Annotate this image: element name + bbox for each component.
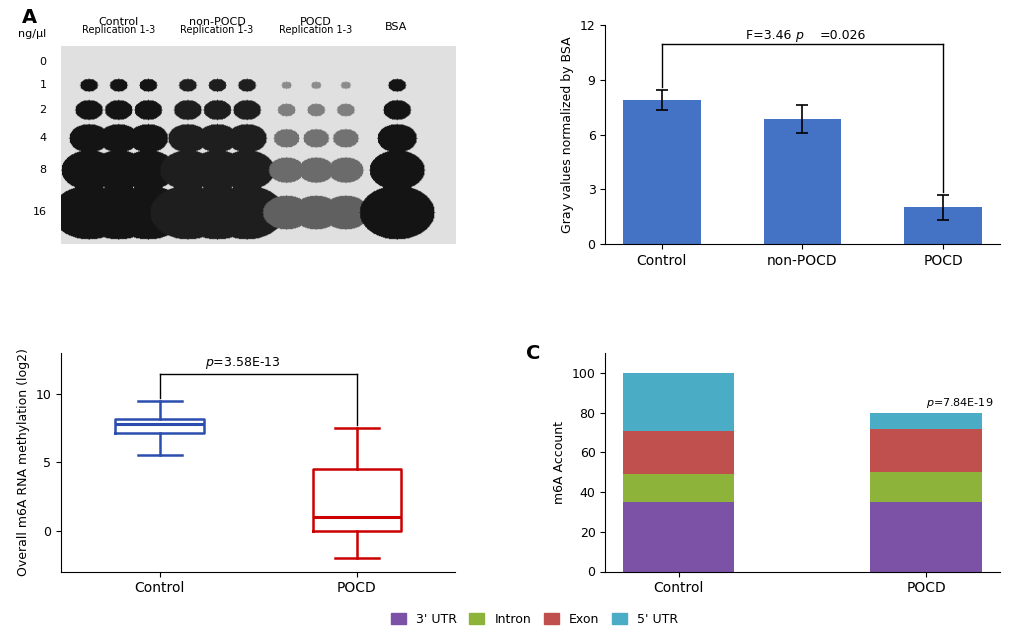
Bar	[623, 100, 700, 244]
Y-axis label: m6A Account: m6A Account	[552, 421, 566, 504]
Text: 1: 1	[40, 80, 47, 90]
Bar	[869, 429, 980, 472]
Text: Replication 1-3: Replication 1-3	[82, 25, 155, 36]
Text: Control: Control	[98, 17, 139, 27]
Bar	[623, 474, 734, 502]
Text: 16: 16	[33, 207, 47, 217]
Text: POCD: POCD	[300, 17, 331, 27]
Legend: 3' UTR, Intron, Exon, 5' UTR: 3' UTR, Intron, Exon, 5' UTR	[385, 608, 682, 631]
Bar	[763, 119, 841, 244]
Bar	[623, 502, 734, 572]
Text: 4: 4	[40, 133, 47, 143]
Text: p: p	[795, 29, 803, 42]
Text: Replication 1-3: Replication 1-3	[278, 25, 352, 36]
Bar	[623, 373, 734, 431]
Text: $p$=7.84E-19: $p$=7.84E-19	[925, 396, 993, 410]
Text: F=3.46: F=3.46	[745, 29, 795, 42]
Y-axis label: Overall m6A RNA methylation (log2): Overall m6A RNA methylation (log2)	[17, 349, 30, 576]
Bar	[869, 502, 980, 572]
Text: non-POCD: non-POCD	[189, 17, 246, 27]
Text: A: A	[21, 8, 37, 27]
Bar	[623, 431, 734, 474]
Text: $p$=3.58E-13: $p$=3.58E-13	[205, 356, 280, 371]
Y-axis label: Gray values normalized by BSA: Gray values normalized by BSA	[560, 36, 574, 233]
Text: Replication 1-3: Replication 1-3	[180, 25, 254, 36]
Text: 0: 0	[40, 57, 47, 67]
Text: C: C	[526, 344, 540, 363]
Bar	[904, 208, 980, 244]
Text: 2: 2	[40, 105, 47, 115]
Text: =0.026: =0.026	[818, 29, 865, 42]
Text: 8: 8	[40, 165, 47, 175]
Text: ng/µl: ng/µl	[18, 29, 47, 39]
Bar	[869, 413, 980, 429]
Bar	[869, 472, 980, 502]
Text: BSA: BSA	[385, 22, 408, 32]
